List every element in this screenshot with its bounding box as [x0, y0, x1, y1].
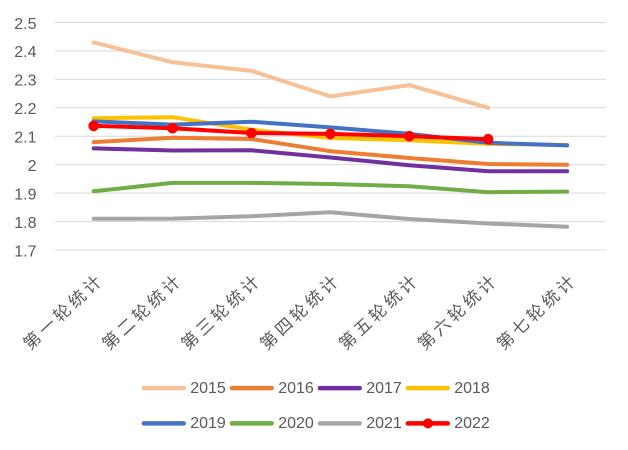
- svg-text:2.1: 2.1: [14, 130, 36, 147]
- svg-text:1.9: 1.9: [14, 186, 36, 203]
- svg-text:1.7: 1.7: [14, 243, 36, 260]
- svg-text:2.5: 2.5: [14, 16, 36, 33]
- svg-text:2.3: 2.3: [14, 73, 36, 90]
- svg-text:2022: 2022: [454, 415, 490, 432]
- svg-text:2021: 2021: [366, 415, 402, 432]
- svg-text:2019: 2019: [190, 415, 226, 432]
- svg-text:2015: 2015: [190, 380, 226, 397]
- svg-text:2020: 2020: [278, 415, 314, 432]
- svg-text:2016: 2016: [278, 380, 314, 397]
- svg-text:2017: 2017: [366, 380, 402, 397]
- svg-text:2.2: 2.2: [14, 101, 36, 118]
- svg-text:2.4: 2.4: [14, 44, 36, 61]
- svg-text:1.8: 1.8: [14, 215, 36, 232]
- svg-text:2018: 2018: [454, 380, 490, 397]
- svg-text:2: 2: [28, 158, 37, 175]
